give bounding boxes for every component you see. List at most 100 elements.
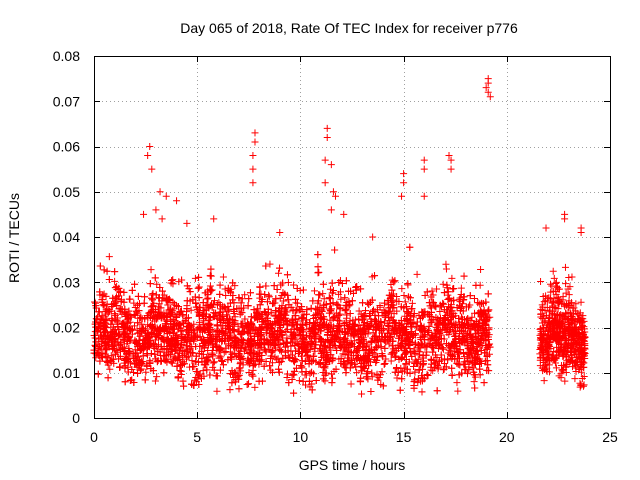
data-point	[116, 340, 124, 348]
data-point	[173, 362, 181, 370]
data-point	[428, 331, 436, 339]
data-point	[258, 323, 266, 331]
data-point	[279, 315, 287, 323]
data-point	[297, 343, 305, 351]
data-point	[117, 298, 125, 306]
data-point	[244, 319, 252, 327]
data-point	[177, 307, 185, 315]
data-point	[417, 361, 425, 369]
data-point	[363, 319, 371, 327]
data-point	[314, 251, 322, 259]
data-point	[393, 364, 401, 372]
data-point	[406, 311, 414, 319]
data-point	[154, 309, 162, 317]
data-point	[390, 278, 398, 286]
data-point	[262, 348, 270, 356]
data-point	[297, 362, 305, 370]
data-point	[136, 346, 144, 354]
data-point	[96, 262, 104, 270]
data-point	[414, 375, 422, 383]
data-point	[464, 370, 472, 378]
data-point	[256, 301, 264, 309]
data-point	[92, 304, 100, 312]
data-point	[309, 332, 317, 340]
data-point	[309, 297, 317, 305]
data-point	[417, 325, 425, 333]
data-point	[160, 369, 168, 377]
data-point	[281, 316, 289, 324]
data-point	[473, 355, 481, 363]
data-point	[450, 347, 458, 355]
data-point	[388, 301, 396, 309]
data-point	[440, 300, 448, 308]
data-point	[102, 308, 110, 316]
data-point	[109, 328, 117, 336]
data-point	[203, 295, 211, 303]
data-point	[328, 379, 336, 387]
data-point	[346, 364, 354, 372]
data-point	[205, 322, 213, 330]
data-point	[225, 342, 233, 350]
data-point	[136, 314, 144, 322]
data-point	[231, 337, 239, 345]
data-point	[153, 313, 161, 321]
data-point	[92, 323, 100, 331]
data-point	[364, 368, 372, 376]
data-point	[268, 348, 276, 356]
data-point	[440, 315, 448, 323]
data-point	[115, 326, 123, 334]
data-point	[284, 296, 292, 304]
data-point	[215, 328, 223, 336]
data-point	[134, 319, 142, 327]
data-point	[388, 349, 396, 357]
data-point	[403, 317, 411, 325]
data-point	[122, 323, 130, 331]
data-point	[391, 353, 399, 361]
data-point	[256, 357, 264, 365]
data-point	[235, 338, 243, 346]
data-point	[137, 359, 145, 367]
data-point	[100, 322, 108, 330]
data-point	[98, 312, 106, 320]
data-point	[100, 266, 108, 274]
data-point	[121, 378, 129, 386]
data-point	[231, 317, 239, 325]
data-point	[239, 354, 247, 362]
data-point	[185, 285, 193, 293]
data-point	[291, 347, 299, 355]
data-point	[180, 382, 188, 390]
data-point	[195, 283, 203, 291]
data-point	[198, 328, 206, 336]
data-point	[315, 360, 323, 368]
data-point	[261, 309, 269, 317]
data-point	[131, 280, 139, 288]
data-point	[337, 344, 345, 352]
data-point	[149, 290, 157, 298]
data-point	[133, 301, 141, 309]
data-point	[432, 359, 440, 367]
data-point	[357, 367, 365, 375]
data-point	[147, 303, 155, 311]
data-point	[321, 360, 329, 368]
data-point	[94, 344, 102, 352]
data-point	[196, 311, 204, 319]
data-point	[471, 373, 479, 381]
data-point	[210, 297, 218, 305]
data-point	[146, 280, 154, 288]
data-point	[309, 324, 317, 332]
data-point	[402, 323, 410, 331]
data-point	[253, 350, 261, 358]
data-point	[283, 321, 291, 329]
data-point	[444, 317, 452, 325]
data-point	[434, 363, 442, 371]
data-point	[406, 294, 414, 302]
data-point	[217, 353, 225, 361]
data-point	[275, 368, 283, 376]
data-point	[108, 300, 116, 308]
data-point	[123, 330, 131, 338]
data-point	[218, 327, 226, 335]
data-point	[381, 344, 389, 352]
data-point	[273, 314, 281, 322]
data-point	[204, 291, 212, 299]
data-point	[321, 362, 329, 370]
